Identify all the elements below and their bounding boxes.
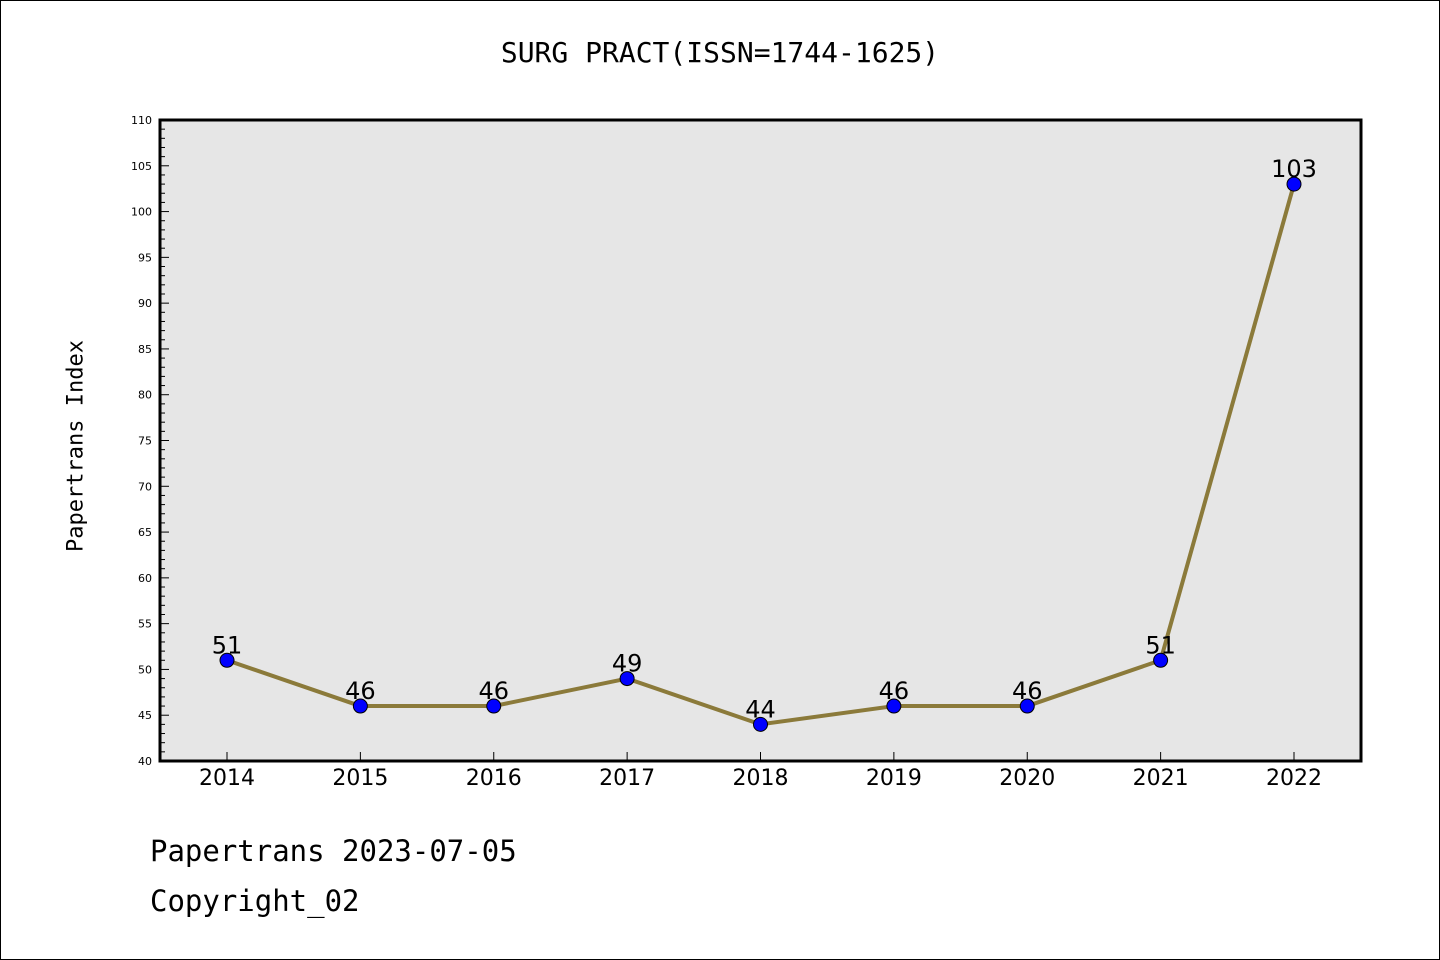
data-labels-group: 51 46 46 49 44 46 46 51 103 bbox=[212, 155, 1317, 723]
x-tick-label: 2022 bbox=[1266, 766, 1322, 791]
chart-title: SURG PRACT(ISSN=1744-1625) bbox=[500, 36, 940, 69]
data-label: 51 bbox=[1145, 631, 1176, 659]
data-point-marker bbox=[486, 698, 502, 714]
x-tick-label: 2016 bbox=[466, 766, 522, 791]
data-point-marker bbox=[619, 671, 635, 687]
data-label: 46 bbox=[1012, 677, 1043, 705]
y-tick-label: 80 bbox=[138, 389, 152, 402]
footer-copyright: Copyright_02 bbox=[150, 884, 360, 918]
data-label: 44 bbox=[745, 695, 776, 723]
data-label: 46 bbox=[345, 677, 376, 705]
y-tick-label: 85 bbox=[138, 343, 152, 356]
y-tick-label: 95 bbox=[138, 251, 152, 264]
y-tick-label: 75 bbox=[138, 435, 152, 448]
y-tick-label: 40 bbox=[138, 755, 152, 768]
data-point-marker bbox=[1153, 652, 1169, 668]
data-point-marker bbox=[1286, 176, 1302, 192]
y-axis: 40 45 50 55 60 65 70 75 80 85 90 95 100 105 110 bbox=[131, 114, 169, 768]
data-point-marker bbox=[1019, 698, 1035, 714]
data-label: 103 bbox=[1271, 155, 1317, 183]
data-label: 49 bbox=[612, 650, 643, 678]
x-tick-label: 2020 bbox=[999, 766, 1055, 791]
footer-date: Papertrans 2023-07-05 bbox=[150, 834, 517, 868]
y-tick-label: 65 bbox=[138, 526, 152, 539]
markers-group bbox=[219, 176, 1302, 732]
x-tick-label: 2021 bbox=[1133, 766, 1189, 791]
data-point-marker bbox=[219, 652, 235, 668]
data-point-marker bbox=[886, 698, 902, 714]
plot-area bbox=[158, 118, 1363, 763]
data-point-marker bbox=[753, 716, 768, 732]
data-label: 46 bbox=[879, 677, 910, 705]
data-label: 51 bbox=[212, 631, 243, 659]
y-tick-label: 55 bbox=[138, 618, 152, 631]
y-tick-label: 110 bbox=[131, 114, 152, 127]
y-tick-label: 70 bbox=[138, 480, 152, 493]
x-tick-label: 2019 bbox=[866, 766, 922, 791]
x-tick-label: 2017 bbox=[599, 766, 655, 791]
y-tick-label: 105 bbox=[131, 160, 152, 173]
y-tick-label: 90 bbox=[138, 297, 152, 310]
x-tick-label: 2018 bbox=[733, 766, 789, 791]
x-axis: 2014 2015 2016 2017 2018 2019 2020 2021 2022 bbox=[199, 752, 1322, 791]
x-tick-label: 2015 bbox=[332, 766, 388, 791]
x-tick-label: 2014 bbox=[199, 766, 255, 791]
y-tick-label: 50 bbox=[138, 663, 152, 676]
y-tick-label: 45 bbox=[138, 709, 152, 722]
y-tick-label: 100 bbox=[131, 206, 152, 219]
data-label: 46 bbox=[478, 677, 509, 705]
data-point-marker bbox=[352, 698, 368, 714]
y-tick-label: 60 bbox=[138, 572, 152, 585]
